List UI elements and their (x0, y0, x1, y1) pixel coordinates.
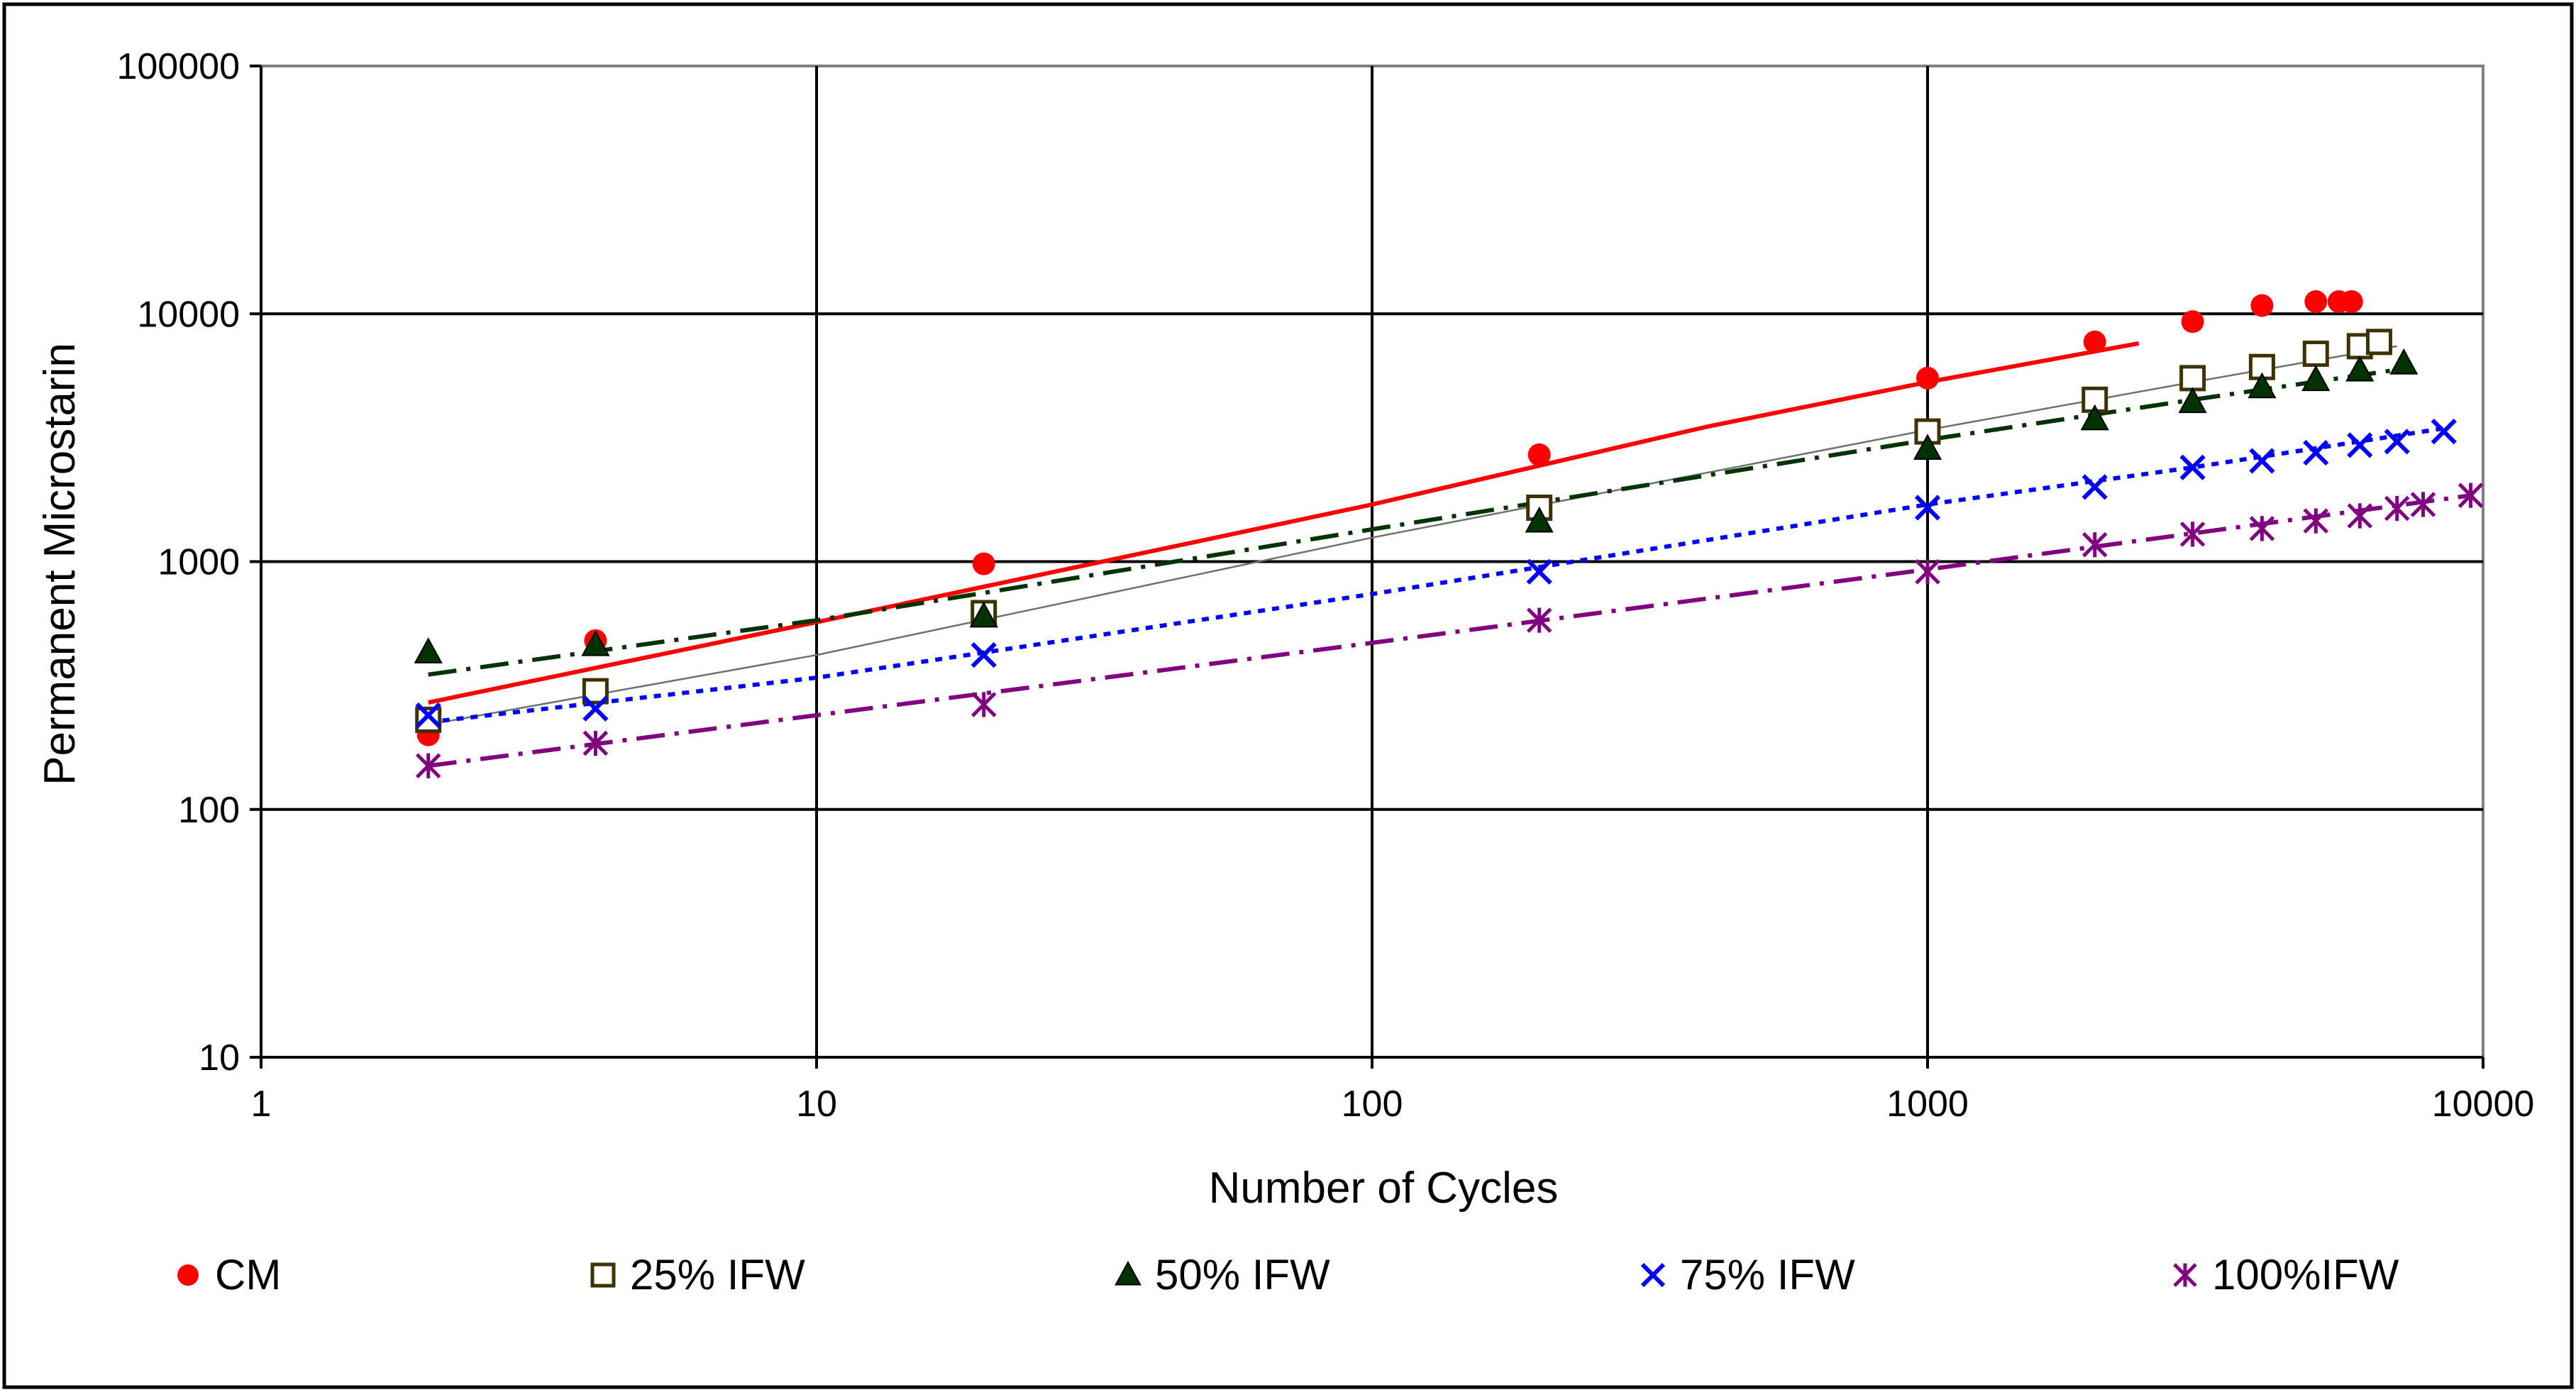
point-50-ifw (2080, 404, 2109, 431)
point-75-ifw (1526, 558, 1552, 585)
legend: CM 25% IFW 50% IFW 75% IFW 100%IFW (177, 1251, 2399, 1298)
point-50-ifw (414, 637, 443, 663)
x-tick-label: 10 (796, 1084, 837, 1125)
point-75-ifw (2249, 448, 2275, 474)
legend-label-25-ifw: 25% IFW (630, 1251, 805, 1298)
point-100-ifw (2384, 495, 2410, 522)
legend-marker-100-ifw (2173, 1263, 2197, 1287)
x-tick-label: 10000 (2432, 1084, 2535, 1125)
point-50-ifw (2345, 355, 2375, 382)
y-tick-label: 1000 (157, 542, 240, 583)
point-cm (2304, 290, 2328, 314)
legend-entry-75-ifw: 75% IFW (1640, 1251, 1855, 1298)
legend-marker-75-ifw (1640, 1262, 1666, 1288)
point-100-ifw (415, 753, 441, 779)
point-50-ifw (1525, 506, 1554, 533)
point-75-ifw (2384, 429, 2410, 455)
y-tick-label: 100 (178, 790, 240, 831)
point-100-ifw (1915, 559, 1940, 585)
point-50-ifw (969, 601, 998, 628)
marker-layer (414, 290, 2484, 779)
legend-entry-25-ifw: 25% IFW (590, 1251, 805, 1298)
point-50-ifw (1913, 434, 1942, 461)
point-50-ifw (2301, 365, 2331, 392)
legend-label-50-ifw: 50% IFW (1155, 1251, 1330, 1298)
point-100-ifw (2458, 483, 2484, 508)
point-75-ifw (415, 702, 441, 729)
point-100-ifw (1526, 607, 1552, 633)
point-50-ifw (581, 629, 610, 656)
point-75-ifw (582, 695, 609, 722)
point-25-ifw (2366, 329, 2393, 355)
point-cm (2181, 310, 2204, 333)
point-100-ifw (2082, 531, 2108, 558)
point-cm (2340, 290, 2363, 314)
y-tick-label: 100000 (116, 46, 240, 87)
point-100-ifw (2249, 516, 2275, 541)
point-75-ifw (2179, 454, 2206, 480)
point-cm (2083, 330, 2106, 353)
x-axis-title: Number of Cycles (1209, 1164, 1559, 1213)
point-75-ifw (2082, 474, 2108, 500)
legend-entry-50-ifw: 50% IFW (1115, 1251, 1330, 1298)
y-axis-title: Permanent Microstarin (35, 343, 84, 785)
legend-entry-cm: CM (177, 1251, 281, 1298)
point-cm (972, 552, 995, 575)
point-25-ifw (2179, 365, 2206, 392)
point-50-ifw (2389, 348, 2419, 375)
axis-layer: 1 10 100 1000 10000 10 100 1000 10000 100000 (116, 46, 2534, 1125)
point-75-ifw (2303, 439, 2329, 466)
legend-label-100-ifw: 100%IFW (2212, 1251, 2399, 1298)
point-25-ifw (415, 706, 442, 733)
point-75-ifw (2347, 432, 2373, 458)
trendline-25-ifw (428, 345, 2397, 726)
point-75-ifw (1914, 495, 1941, 521)
point-cm (2250, 294, 2274, 317)
point-100-ifw (2347, 503, 2373, 529)
point-cm (1527, 443, 1551, 466)
point-100-ifw (2179, 522, 2206, 547)
legend-entry-100-ifw: 100%IFW (2173, 1251, 2399, 1298)
y-tick-label: 10000 (137, 294, 240, 335)
legend-marker-cm (177, 1264, 199, 1286)
x-tick-label: 1000 (1886, 1084, 1969, 1125)
legend-marker-50-ifw (1115, 1260, 1141, 1286)
point-100-ifw (971, 692, 997, 717)
point-75-ifw (971, 641, 997, 668)
trendline-50-ifw (428, 366, 2404, 677)
legend-label-cm: CM (215, 1251, 281, 1298)
point-50-ifw (2178, 387, 2207, 414)
trendline-100-ifw (428, 493, 2472, 768)
x-tick-label: 100 (1342, 1084, 1403, 1125)
point-100-ifw (582, 730, 609, 756)
point-cm (1916, 366, 1939, 390)
legend-label-75-ifw: 75% IFW (1680, 1251, 1855, 1298)
y-tick-label: 10 (199, 1037, 240, 1079)
point-75-ifw (2431, 419, 2457, 445)
legend-marker-25-ifw (590, 1262, 616, 1288)
point-100-ifw (2303, 508, 2329, 534)
x-tick-label: 1 (251, 1084, 272, 1125)
point-100-ifw (2410, 492, 2436, 517)
point-25-ifw (2302, 341, 2329, 368)
point-50-ifw (2248, 372, 2277, 399)
